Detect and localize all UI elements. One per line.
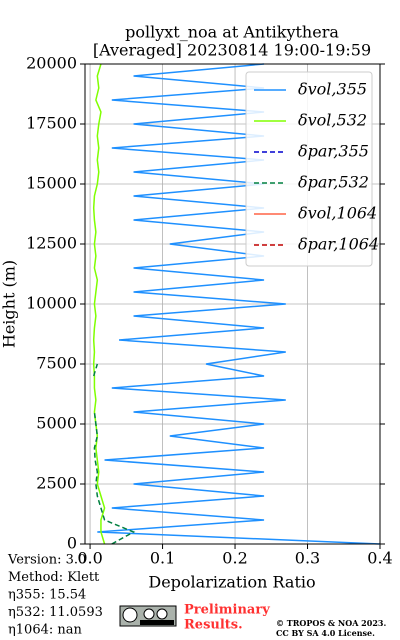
info-text: η1064: nan <box>8 623 83 638</box>
y-tick-label: 5000 <box>36 414 77 433</box>
plot-frame <box>84 63 381 545</box>
profile-line <box>97 63 381 545</box>
x-tick-label: 0.1 <box>150 549 175 568</box>
info-text: Version: 3.0 <box>7 553 86 568</box>
info-text: Method: Klett <box>8 570 100 585</box>
profile-line <box>93 411 136 545</box>
legend-label: δpar,532 <box>298 173 369 192</box>
y-tick-label: 20000 <box>26 54 77 73</box>
cc-badge <box>119 605 177 627</box>
y-tick-label: 0 <box>67 534 77 553</box>
y-axis-label: Height (m) <box>0 260 19 348</box>
chart-title: [Averaged] 20230814 19:00-19:59 <box>93 41 371 60</box>
y-tick-label: 15000 <box>26 174 77 193</box>
x-tick-label: 0.3 <box>295 549 320 568</box>
x-axis-label: Depolarization Ratio <box>148 573 315 592</box>
chart-title: pollyxt_noa at Antikythera <box>125 23 339 42</box>
legend-label: δpar,355 <box>298 142 369 161</box>
preliminary-note: Preliminary <box>184 603 270 618</box>
copyright-note: CC BY SA 4.0 License. <box>276 628 375 638</box>
preliminary-note: Results. <box>184 618 243 633</box>
legend-label: δvol,532 <box>298 111 367 130</box>
info-text: η532: 11.0593 <box>8 605 103 620</box>
x-tick-label: 0.0 <box>77 549 102 568</box>
y-tick-label: 2500 <box>36 474 77 493</box>
legend-label: δpar,1064 <box>298 235 379 254</box>
x-tick-label: 0.2 <box>222 549 247 568</box>
profile-line <box>92 63 106 545</box>
y-tick-label: 7500 <box>36 354 77 373</box>
info-text: η355: 15.54 <box>8 588 86 603</box>
y-tick-label: 17500 <box>26 114 77 133</box>
y-tick-label: 10000 <box>26 294 77 313</box>
copyright-note: © TROPOS & NOA 2023. <box>276 618 386 628</box>
profile-line <box>92 363 99 377</box>
x-tick-label: 0.4 <box>367 549 392 568</box>
y-tick-label: 12500 <box>26 234 77 253</box>
legend-label: δvol,1064 <box>298 204 377 223</box>
legend-label: δvol,355 <box>298 80 367 99</box>
